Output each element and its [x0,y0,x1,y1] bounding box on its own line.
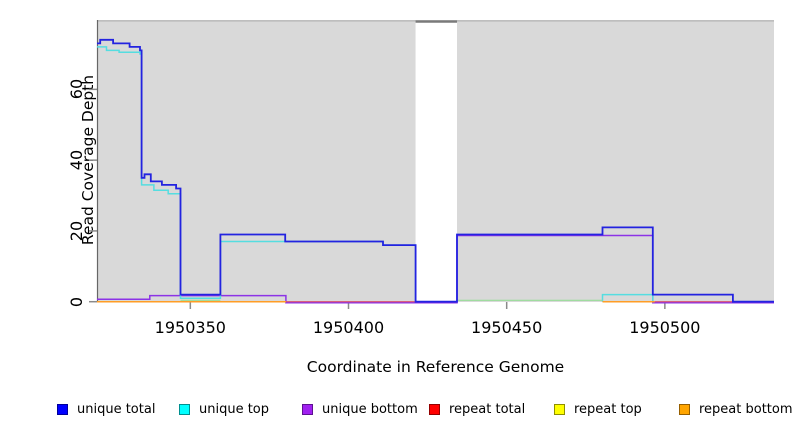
y-tick-label: 0 [67,296,86,307]
legend-swatch-icon [57,403,68,415]
reference-region [97,20,416,302]
legend-item: repeat top [554,401,642,417]
x-tick-label: 1950500 [629,318,701,337]
legend-item: repeat bottom [679,401,792,417]
y-tick-label: 60 [67,79,86,100]
legend-label: repeat top [574,401,642,417]
legend-label: repeat bottom [699,401,792,417]
legend-item: unique bottom [302,401,418,417]
x-tick-label: 1950450 [471,318,543,337]
legend-label: repeat total [449,401,526,417]
x-tick-label: 1950350 [154,318,226,337]
series-unique-top [601,293,654,302]
legend-swatch-icon [179,403,190,415]
reference-region [457,20,774,302]
series-unique-total [97,38,774,303]
y-tick-label: 20 [67,220,86,242]
x-axis-title: Coordinate in Reference Genome [306,358,565,376]
legend: unique total unique top unique bottom repea… [0,401,792,421]
legend-swatch-icon [429,403,440,415]
chart-canvas [89,20,774,309]
legend-label: unique top [199,401,270,417]
legend-label: unique total [77,401,156,417]
legend-label: unique bottom [322,401,418,417]
legend-swatch-icon [302,403,313,415]
legend-swatch-icon [554,403,565,415]
plot-area [89,20,774,309]
x-tick-label: 1950400 [312,318,385,337]
legend-item: repeat total [429,401,525,417]
legend-item: unique total [57,401,155,417]
legend-swatch-icon [679,403,690,415]
legend-item: unique top [179,401,269,417]
y-tick-label: 40 [67,149,86,171]
